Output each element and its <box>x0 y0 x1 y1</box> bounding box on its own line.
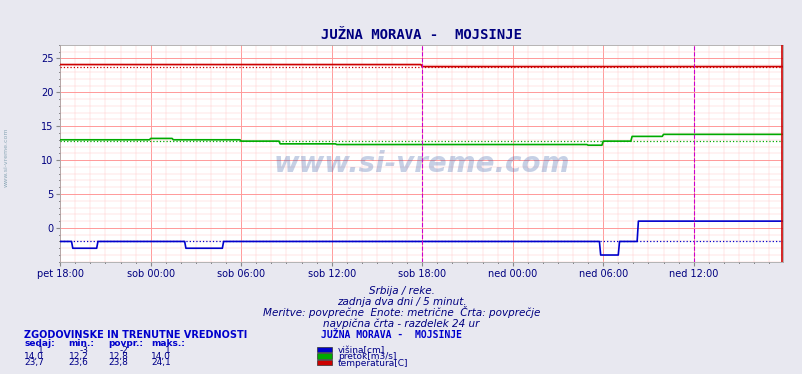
Text: pretok[m3/s]: pretok[m3/s] <box>338 352 396 361</box>
Text: 1: 1 <box>38 346 44 355</box>
Text: -2: -2 <box>119 346 128 355</box>
Text: ZGODOVINSKE IN TRENUTNE VREDNOSTI: ZGODOVINSKE IN TRENUTNE VREDNOSTI <box>24 331 247 340</box>
Text: sedaj:: sedaj: <box>24 339 55 348</box>
Text: višina[cm]: višina[cm] <box>338 346 385 355</box>
Text: 12,2: 12,2 <box>68 352 88 361</box>
Text: JUŽNA MORAVA -  MOJSINJE: JUŽNA MORAVA - MOJSINJE <box>321 331 462 340</box>
Text: 23,8: 23,8 <box>108 358 128 367</box>
Text: 23,6: 23,6 <box>68 358 88 367</box>
Text: www.si-vreme.com: www.si-vreme.com <box>273 150 569 178</box>
Text: 12,8: 12,8 <box>108 352 128 361</box>
Text: zadnja dva dni / 5 minut.: zadnja dva dni / 5 minut. <box>336 297 466 307</box>
Text: Srbija / reke.: Srbija / reke. <box>368 286 434 295</box>
Text: min.:: min.: <box>68 339 94 348</box>
Text: povpr.:: povpr.: <box>108 339 144 348</box>
Text: temperatura[C]: temperatura[C] <box>338 359 408 368</box>
Text: www.si-vreme.com: www.si-vreme.com <box>4 127 9 187</box>
Text: 14,0: 14,0 <box>24 352 44 361</box>
Title: JUŽNA MORAVA -  MOJSINJE: JUŽNA MORAVA - MOJSINJE <box>321 28 521 42</box>
Text: 14,0: 14,0 <box>151 352 171 361</box>
Text: Meritve: povprečne  Enote: metrične  Črta: povprečje: Meritve: povprečne Enote: metrične Črta:… <box>262 306 540 318</box>
Text: 1: 1 <box>165 346 171 355</box>
Text: 23,7: 23,7 <box>24 358 44 367</box>
Text: 24,1: 24,1 <box>151 358 171 367</box>
Text: maks.:: maks.: <box>151 339 184 348</box>
Text: -3: -3 <box>79 346 88 355</box>
Text: navpična črta - razdelek 24 ur: navpična črta - razdelek 24 ur <box>323 319 479 329</box>
